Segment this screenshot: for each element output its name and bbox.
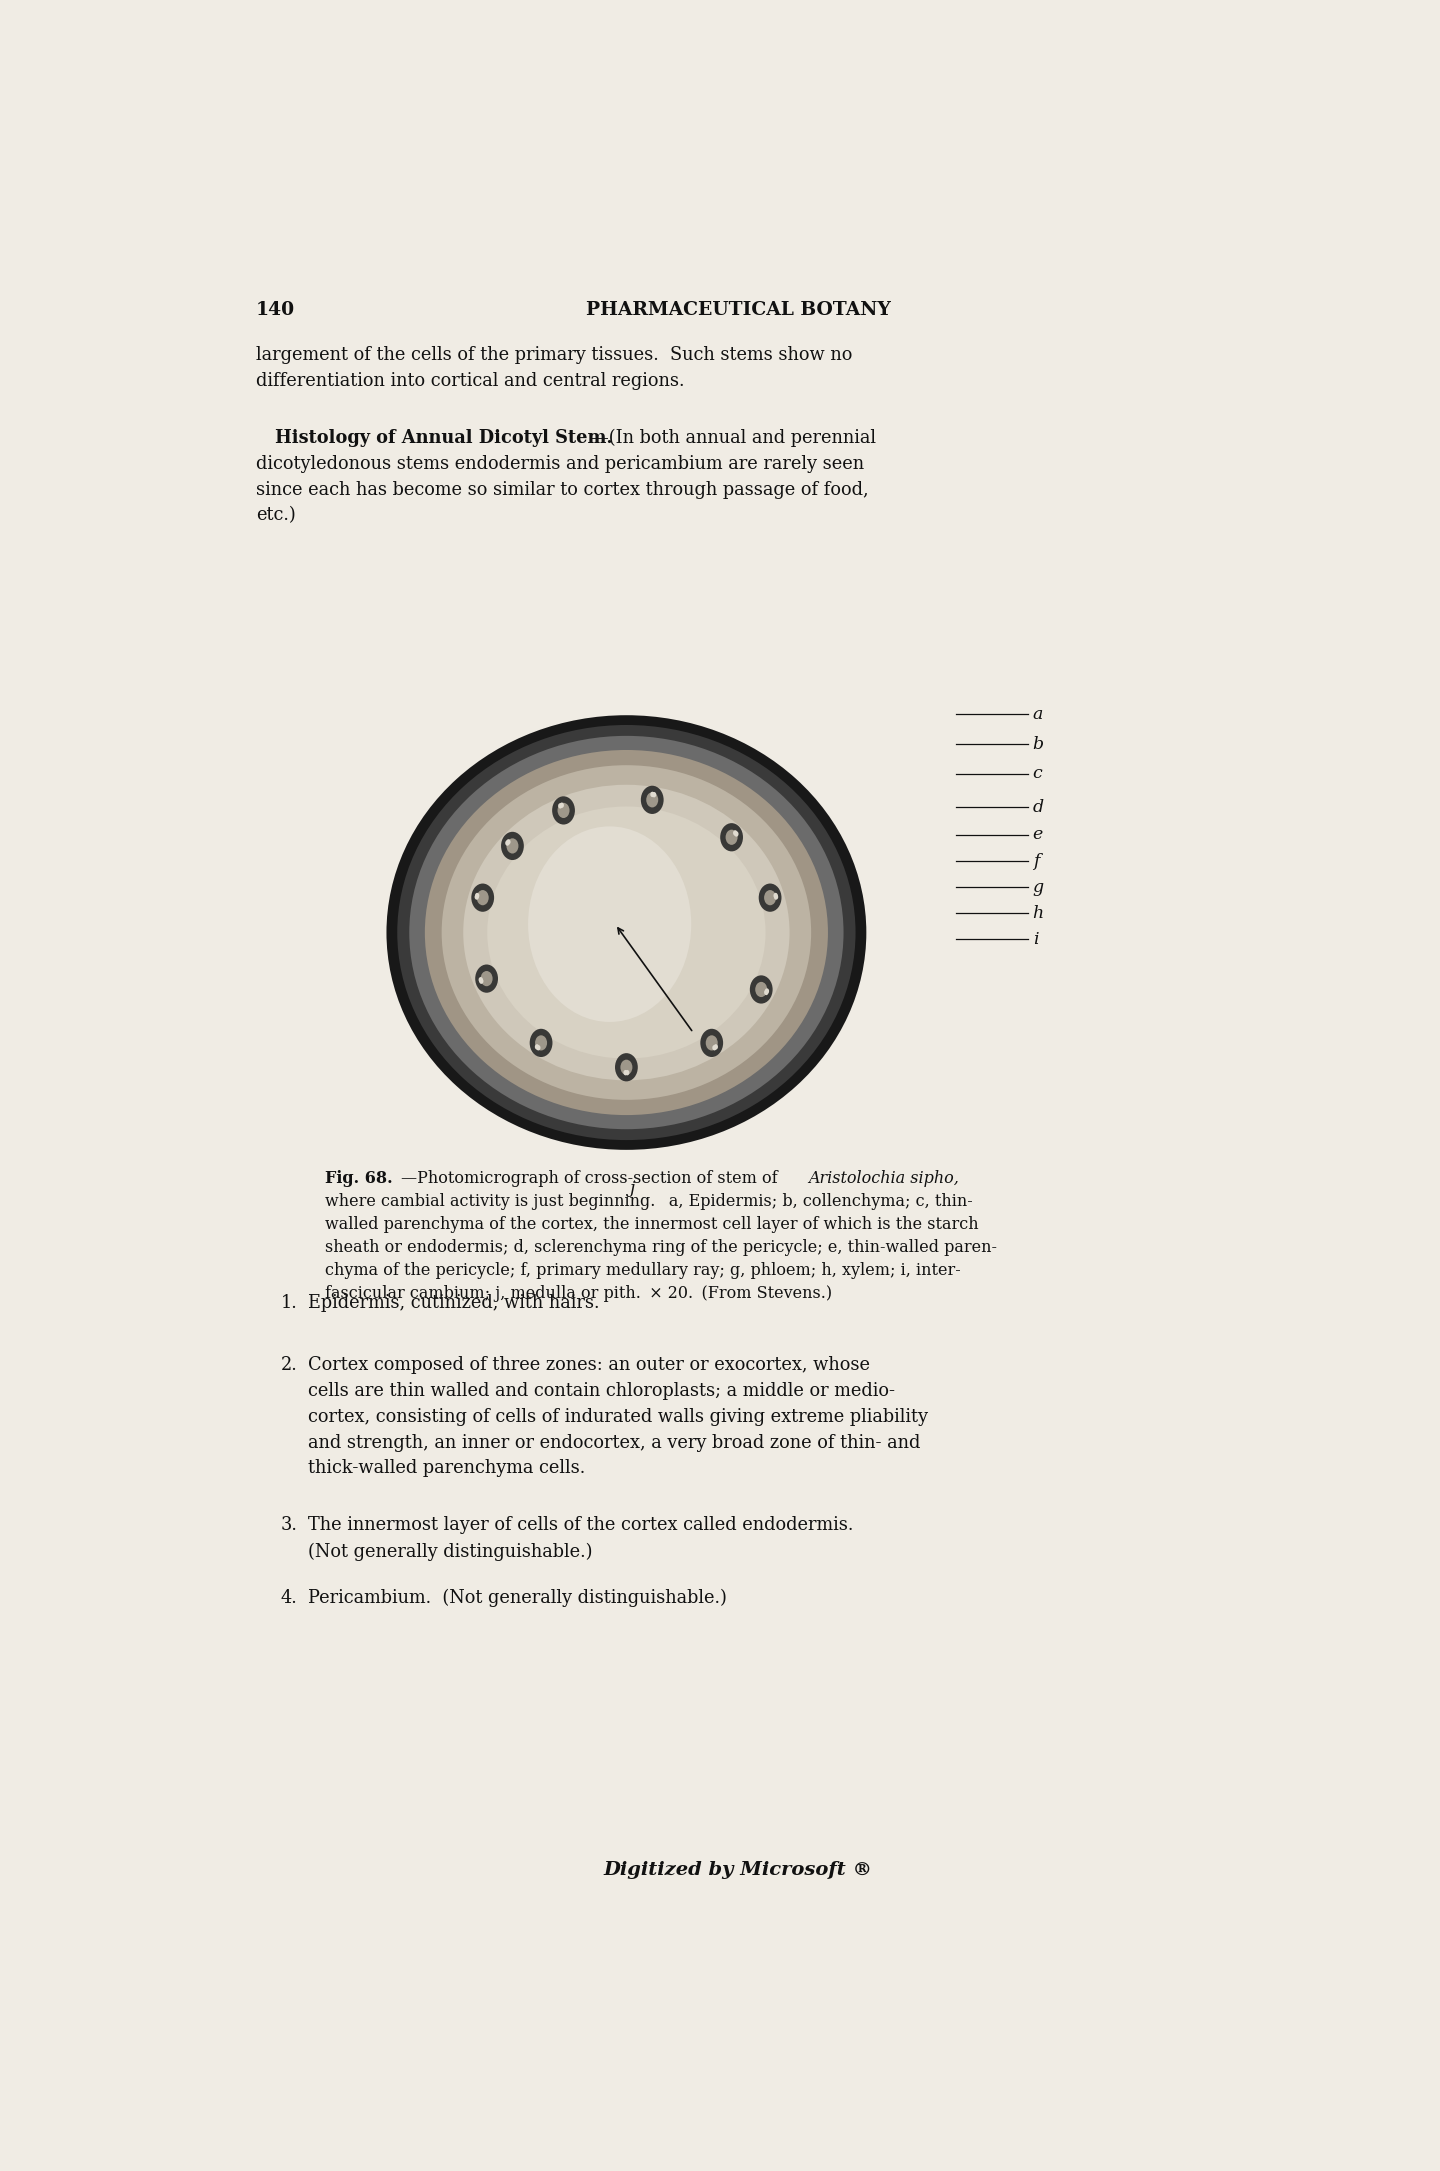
Text: 3.: 3. xyxy=(281,1518,297,1535)
Text: dicotyledonous stems endodermis and pericambium are rarely seen: dicotyledonous stems endodermis and peri… xyxy=(256,454,864,473)
Text: chyma of the pericycle; f, primary medullary ray; g, phloem; h, xylem; i, inter-: chyma of the pericycle; f, primary medul… xyxy=(325,1261,960,1279)
Ellipse shape xyxy=(647,792,658,808)
Ellipse shape xyxy=(536,1044,540,1051)
Text: walled parenchyma of the cortex, the innermost cell layer of which is the starch: walled parenchyma of the cortex, the inn… xyxy=(325,1216,979,1233)
Text: Histology of Annual Dicotyl Stem.: Histology of Annual Dicotyl Stem. xyxy=(275,428,612,447)
Text: Cortex composed of three zones: an outer or exocortex, whose: Cortex composed of three zones: an outer… xyxy=(308,1357,870,1374)
Ellipse shape xyxy=(477,890,488,905)
Ellipse shape xyxy=(471,884,494,912)
Ellipse shape xyxy=(386,714,867,1151)
Text: since each has become so similar to cortex through passage of food,: since each has become so similar to cort… xyxy=(256,480,868,499)
Text: cells are thin walled and contain chloroplasts; a middle or medio-: cells are thin walled and contain chloro… xyxy=(308,1381,896,1400)
Ellipse shape xyxy=(720,823,743,851)
Text: Epidermis, cutinized, with hairs.: Epidermis, cutinized, with hairs. xyxy=(308,1294,600,1311)
Text: largement of the cells of the primary tissues.  Such stems show no: largement of the cells of the primary ti… xyxy=(256,345,852,365)
Ellipse shape xyxy=(481,970,492,986)
Ellipse shape xyxy=(501,831,524,860)
Ellipse shape xyxy=(480,979,484,983)
Ellipse shape xyxy=(552,797,575,825)
Ellipse shape xyxy=(528,827,691,1023)
Ellipse shape xyxy=(487,805,766,1059)
Ellipse shape xyxy=(651,792,655,797)
Ellipse shape xyxy=(706,1036,717,1051)
Ellipse shape xyxy=(560,803,564,808)
Text: cortex, consisting of cells of indurated walls giving extreme pliability: cortex, consisting of cells of indurated… xyxy=(308,1407,929,1426)
Text: b: b xyxy=(1032,736,1044,753)
Text: etc.): etc.) xyxy=(256,506,295,525)
Ellipse shape xyxy=(557,803,570,818)
Text: f: f xyxy=(1032,853,1040,871)
Ellipse shape xyxy=(621,1059,632,1075)
Text: sheath or endodermis; d, sclerenchyma ring of the pericycle; e, thin-walled pare: sheath or endodermis; d, sclerenchyma ri… xyxy=(325,1240,996,1257)
Text: d: d xyxy=(1032,799,1044,816)
Ellipse shape xyxy=(765,988,769,994)
Text: —(In both annual and perennial: —(In both annual and perennial xyxy=(590,428,876,447)
Text: Pericambium.  (Not generally distinguishable.): Pericambium. (Not generally distinguisha… xyxy=(308,1589,727,1607)
Ellipse shape xyxy=(750,975,773,1003)
Ellipse shape xyxy=(475,894,480,899)
Ellipse shape xyxy=(507,838,518,853)
Text: Fig. 68.: Fig. 68. xyxy=(325,1170,393,1188)
Ellipse shape xyxy=(507,840,511,845)
Ellipse shape xyxy=(615,1053,638,1081)
Ellipse shape xyxy=(530,1029,553,1057)
Ellipse shape xyxy=(536,1036,547,1051)
Ellipse shape xyxy=(713,1044,717,1051)
Text: Aristolochia sipho,: Aristolochia sipho, xyxy=(808,1170,959,1188)
Ellipse shape xyxy=(475,964,498,992)
Ellipse shape xyxy=(733,829,737,836)
Text: h: h xyxy=(1032,905,1044,923)
Ellipse shape xyxy=(397,725,855,1140)
Ellipse shape xyxy=(734,831,739,836)
Ellipse shape xyxy=(534,1044,539,1049)
Text: a: a xyxy=(1032,706,1043,723)
Ellipse shape xyxy=(726,829,737,845)
Ellipse shape xyxy=(505,840,510,847)
Ellipse shape xyxy=(765,890,776,905)
Ellipse shape xyxy=(641,786,664,814)
Ellipse shape xyxy=(475,892,480,899)
Ellipse shape xyxy=(765,990,769,994)
Text: c: c xyxy=(1032,764,1043,782)
Text: differentiation into cortical and central regions.: differentiation into cortical and centra… xyxy=(256,371,684,389)
Ellipse shape xyxy=(652,792,657,797)
Ellipse shape xyxy=(714,1044,719,1049)
Text: Digitized by Microsoft ®: Digitized by Microsoft ® xyxy=(603,1861,873,1878)
Ellipse shape xyxy=(464,784,789,1081)
Text: j: j xyxy=(629,1181,635,1196)
Text: 1.: 1. xyxy=(281,1294,297,1311)
Text: 140: 140 xyxy=(256,302,295,319)
Text: and strength, an inner or endocortex, a very broad zone of thin- and: and strength, an inner or endocortex, a … xyxy=(308,1433,920,1452)
Text: e: e xyxy=(1032,827,1043,842)
Text: (Not generally distinguishable.): (Not generally distinguishable.) xyxy=(308,1541,593,1561)
Ellipse shape xyxy=(625,1070,629,1075)
Ellipse shape xyxy=(478,977,482,983)
Ellipse shape xyxy=(559,803,563,808)
Text: where cambial activity is just beginning.   a, Epidermis; b, collenchyma; c, thi: where cambial activity is just beginning… xyxy=(325,1194,973,1209)
Ellipse shape xyxy=(773,892,778,899)
Text: —Photomicrograph of cross-section of stem of: —Photomicrograph of cross-section of ste… xyxy=(400,1170,786,1188)
Text: The innermost layer of cells of the cortex called endodermis.: The innermost layer of cells of the cort… xyxy=(308,1518,854,1535)
Text: 4.: 4. xyxy=(281,1589,297,1607)
Ellipse shape xyxy=(624,1070,628,1075)
Ellipse shape xyxy=(425,749,828,1116)
Text: thick-walled parenchyma cells.: thick-walled parenchyma cells. xyxy=(308,1459,586,1478)
Text: i: i xyxy=(1032,931,1038,949)
Ellipse shape xyxy=(755,981,768,996)
Ellipse shape xyxy=(773,894,778,899)
Text: 2.: 2. xyxy=(281,1357,297,1374)
Ellipse shape xyxy=(409,736,844,1129)
Text: g: g xyxy=(1032,879,1044,897)
Ellipse shape xyxy=(700,1029,723,1057)
Text: fascicular cambium; j, medulla or pith.  × 20.  (From Stevens.): fascicular cambium; j, medulla or pith. … xyxy=(325,1285,832,1303)
Ellipse shape xyxy=(759,884,782,912)
Text: PHARMACEUTICAL BOTANY: PHARMACEUTICAL BOTANY xyxy=(586,302,890,319)
Ellipse shape xyxy=(442,764,811,1101)
